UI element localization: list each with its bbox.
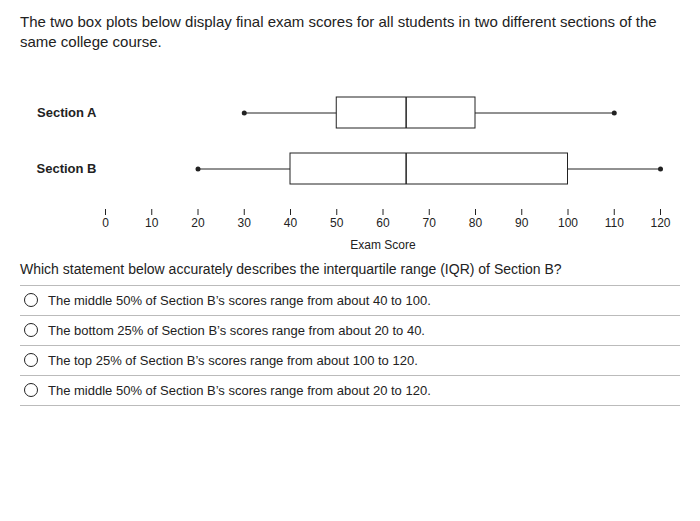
svg-text:100: 100	[558, 216, 578, 230]
svg-text:90: 90	[515, 216, 529, 230]
svg-text:120: 120	[650, 216, 670, 230]
svg-text:0: 0	[102, 216, 109, 230]
svg-text:60: 60	[376, 216, 390, 230]
html-text:The bottom 25% of Section B’s: The bottom 25% of Section B’s scores ran…	[48, 322, 425, 338]
svg-text:50: 50	[330, 216, 344, 230]
svg-text:30: 30	[238, 216, 252, 230]
svg-text:20: 20	[191, 216, 205, 230]
svg-text:Section B: Section B	[37, 161, 97, 176]
html-text:The middle 50% of Section B’s: The middle 50% of Section B’s scores ran…	[48, 382, 431, 398]
html-text:Which statement below accurate: Which statement below accurately describ…	[20, 260, 562, 277]
html-text:The middle 50% of Section B’s: The middle 50% of Section B’s scores ran…	[48, 292, 431, 308]
html-text:The top 25% of Section B’s sco: The top 25% of Section B’s scores range …	[48, 352, 418, 368]
svg-text:110: 110	[605, 216, 624, 230]
svg-text:Section A: Section A	[37, 105, 97, 120]
svg-text:80: 80	[469, 216, 483, 230]
svg-text:40: 40	[284, 216, 298, 230]
html-text:The two box plots below displa: The two box plots below display final ex…	[20, 13, 657, 51]
svg-text:10: 10	[145, 216, 159, 230]
svg-text:Exam Score: Exam Score	[350, 237, 416, 251]
svg-text:70: 70	[423, 216, 437, 230]
